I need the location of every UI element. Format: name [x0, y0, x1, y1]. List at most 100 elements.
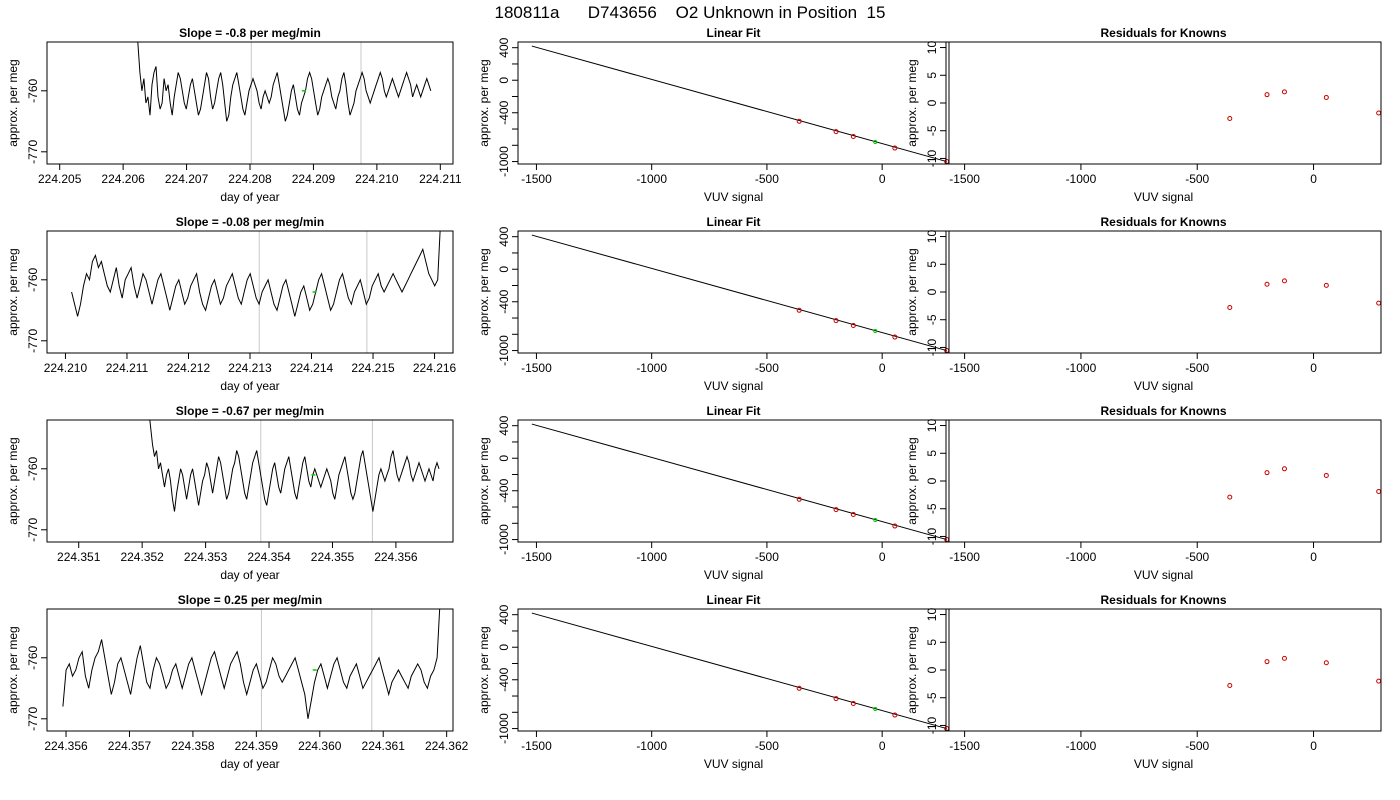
- y-tick-label: -5: [925, 692, 939, 703]
- y-tick-label: 0: [497, 77, 511, 84]
- residual-point: [1264, 281, 1270, 287]
- known-point: [796, 307, 802, 313]
- x-tick-label: 0: [879, 739, 886, 753]
- y-axis-label: approx. per meg: [905, 248, 919, 335]
- series-line: [149, 420, 440, 512]
- chart-panel-r3c1: Slope = -0.67 per meg/min 224.351 224.352 2…: [6, 404, 454, 582]
- x-tick-label: 224.216: [413, 361, 457, 375]
- plot-area: [137, 42, 432, 122]
- x-tick-label: 224.356: [44, 739, 88, 753]
- x-tick-label: -500: [1185, 361, 1209, 375]
- x-tick-label: -500: [755, 550, 779, 564]
- plot-frame: [517, 230, 950, 354]
- x-tick-label: 0: [1310, 739, 1317, 753]
- plot-frame: [46, 608, 454, 732]
- chart-panel-r2c1: Slope = -0.08 per meg/min 224.210 224.211 2…: [6, 215, 457, 393]
- series-line: [71, 231, 441, 317]
- y-tick-label: -5: [925, 314, 939, 325]
- known-point: [892, 523, 898, 529]
- x-tick-label: -500: [1185, 739, 1209, 753]
- known-point: [892, 334, 898, 340]
- x-tick-label: 224.356: [374, 550, 418, 564]
- x-tick-label: -1000: [636, 739, 667, 753]
- y-axis-label: approx. per meg: [477, 626, 491, 713]
- known-point: [833, 318, 839, 324]
- y-tick-label: -1000: [497, 713, 511, 744]
- plot-frame: [46, 230, 454, 354]
- plot-area: [1227, 89, 1381, 122]
- x-tick-label: 224.214: [290, 361, 334, 375]
- residual-point: [1323, 660, 1329, 666]
- plot-frame: [945, 419, 1382, 543]
- y-axis-label: approx. per meg: [6, 59, 20, 146]
- residual-point: [1264, 92, 1270, 98]
- residual-point: [1281, 89, 1287, 95]
- residual-point: [1323, 94, 1329, 100]
- panel-title: Residuals for Knowns: [1100, 26, 1226, 40]
- x-axis-label: day of year: [220, 190, 279, 204]
- x-tick-label: 224.212: [167, 361, 211, 375]
- x-tick-label: -1500: [949, 172, 980, 186]
- y-tick-label: -10: [925, 716, 939, 734]
- x-tick-label: -1000: [636, 172, 667, 186]
- plot-area: [62, 609, 441, 719]
- x-axis-label: VUV signal: [1134, 190, 1193, 204]
- y-tick-label: -760: [26, 267, 40, 291]
- y-axis-label: approx. per meg: [477, 248, 491, 335]
- x-tick-label: 224.210: [355, 172, 399, 186]
- plot-area: [531, 234, 949, 353]
- residual-point: [1264, 659, 1270, 665]
- residual-point: [1227, 494, 1233, 500]
- x-axis-label: VUV signal: [1134, 379, 1193, 393]
- plot-area: [149, 420, 440, 512]
- residual-point: [1281, 278, 1287, 284]
- known-point: [850, 134, 856, 140]
- x-tick-label: -1500: [949, 739, 980, 753]
- panel-title: Slope = -0.67 per meg/min: [176, 404, 324, 418]
- y-tick-label: 400: [497, 37, 511, 57]
- y-tick-label: -10: [925, 338, 939, 356]
- plot-area: [1227, 655, 1381, 689]
- y-tick-label: -5: [925, 125, 939, 136]
- fit-line: [531, 423, 947, 541]
- y-tick-label: 5: [925, 450, 939, 457]
- y-tick-label: 5: [925, 639, 939, 646]
- y-axis-label: approx. per meg: [905, 59, 919, 146]
- plot-area: [1227, 278, 1381, 311]
- known-point: [796, 118, 802, 124]
- panel-title: Residuals for Knowns: [1100, 404, 1226, 418]
- x-tick-label: -500: [755, 361, 779, 375]
- x-tick-label: 224.358: [171, 739, 215, 753]
- x-tick-label: 224.211: [106, 361, 149, 375]
- chart-panel-r1c1: Slope = -0.8 per meg/min 224.205 224.206 22…: [6, 26, 462, 204]
- plot-frame: [945, 608, 1382, 732]
- y-tick-label: -1000: [497, 335, 511, 366]
- chart-panel-r4c3: Residuals for Knowns -1500 -1000 -500 0 10 5 0 -…: [905, 593, 1382, 771]
- y-tick-label: -400: [497, 289, 511, 313]
- y-tick-label: -770: [26, 328, 40, 352]
- plot-area: [531, 423, 949, 542]
- fit-line: [531, 234, 947, 352]
- known-point: [850, 323, 856, 329]
- y-tick-label: -400: [497, 478, 511, 502]
- x-axis-label: VUV signal: [1134, 757, 1193, 771]
- x-tick-label: -1000: [636, 361, 667, 375]
- x-tick-label: 0: [879, 550, 886, 564]
- x-tick-label: -500: [755, 172, 779, 186]
- residual-point: [1323, 472, 1329, 478]
- panel-title: Linear Fit: [706, 593, 760, 607]
- x-tick-label: 224.205: [38, 172, 82, 186]
- x-tick-label: 0: [879, 172, 886, 186]
- panel-title: Residuals for Knowns: [1100, 593, 1226, 607]
- residual-point: [1227, 116, 1233, 122]
- plot-frame: [46, 41, 454, 165]
- y-tick-label: 0: [497, 266, 511, 273]
- residual-point: [1376, 489, 1381, 495]
- y-tick-label: 0: [925, 99, 939, 106]
- known-point: [850, 512, 856, 518]
- panel-title: Residuals for Knowns: [1100, 215, 1226, 229]
- plot-frame: [517, 41, 950, 165]
- x-axis-label: day of year: [220, 568, 279, 582]
- chart-panel-r1c2: Linear Fit -1500 -1000 -500 0 400 0 -400 -1000 VU…: [477, 26, 950, 204]
- chart-panel-r3c2: Linear Fit -1500 -1000 -500 0 400 0 -400 -1000 VU…: [477, 404, 950, 582]
